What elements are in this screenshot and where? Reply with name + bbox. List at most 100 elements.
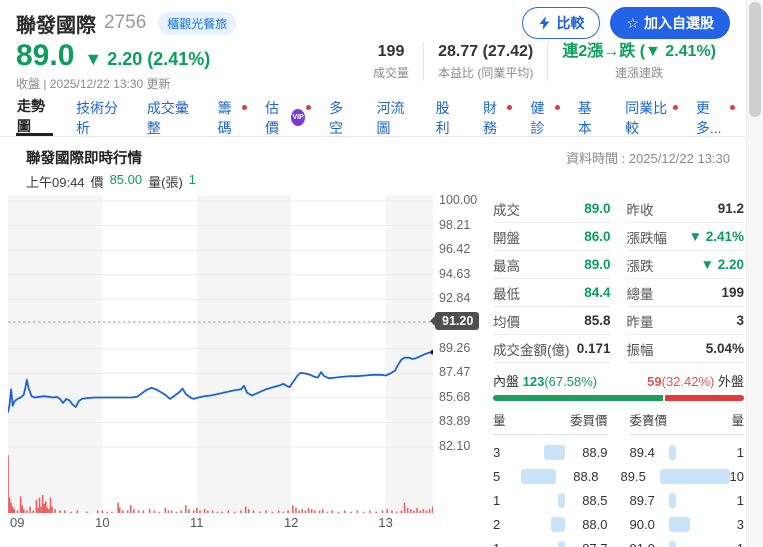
price-chart xyxy=(7,195,436,513)
quote-value: 5.04% xyxy=(705,341,744,356)
bid-cell[interactable]: 1 88.5 xyxy=(493,492,608,508)
nav-tab-technical[interactable]: 技術分析 xyxy=(75,99,124,136)
nav-tab-label: 技術分析 xyxy=(76,99,119,136)
nav-tab-label: 籌碼 xyxy=(217,99,232,136)
stock-code: 2756 xyxy=(104,12,147,33)
bid-volume: 2 xyxy=(493,516,501,532)
nav-tab-valuation[interactable]: 估價 VIP xyxy=(264,99,312,136)
quote-label: 最高 xyxy=(493,258,520,274)
ask-cell[interactable]: 91.01 xyxy=(630,540,744,547)
ask-price: 89.4 xyxy=(629,444,655,460)
bid-depth-group: 88.5 xyxy=(557,492,608,508)
ask-depth-bar xyxy=(659,468,730,484)
stat-label: 成交量 xyxy=(373,66,410,80)
bid-price: 88.5 xyxy=(582,492,608,508)
ask-volume: 10 xyxy=(729,468,744,484)
scrollbar[interactable] xyxy=(746,0,763,547)
bid-cell[interactable]: 187.7 xyxy=(493,540,608,547)
ask-volume: 1 xyxy=(737,541,744,547)
notification-dot xyxy=(507,105,513,110)
quote-value: 85.8 xyxy=(584,313,611,328)
intraday-chart-svg xyxy=(7,195,436,513)
section-header: 聯發國際即時行情 資料時間 : 2025/12/22 13:30 xyxy=(8,147,746,168)
quote-label: 總量 xyxy=(626,286,654,302)
quote-value: ▼ 2.20 xyxy=(700,257,744,272)
header-stat-2: 連2漲→跌 (▼ 2.41%) 連漲連跌 xyxy=(547,42,730,81)
outer-bar xyxy=(664,395,744,401)
ask-price: 89.5 xyxy=(620,468,646,484)
stat-label: 連漲連跌 xyxy=(615,66,664,80)
sell-price-header: 委賣價 xyxy=(629,414,668,428)
ask-cell[interactable]: 89.4 1 xyxy=(629,444,744,460)
y-axis-label: 100.00 xyxy=(439,193,478,207)
bid-price: 88.9 xyxy=(582,444,608,460)
quote-label: 開盤 xyxy=(493,230,520,246)
prev-close-badge: 91.20 xyxy=(429,311,480,330)
bid-depth-group: 88.8 xyxy=(520,468,599,484)
y-axis-label: 83.89 xyxy=(439,414,471,429)
nav-tab-peers[interactable]: 同業比較 xyxy=(624,99,678,136)
x-axis: 09 10 11 12 13 xyxy=(8,515,433,531)
bid-cell[interactable]: 3 88.9 xyxy=(493,444,608,460)
quote-row: 最高 89.0 xyxy=(493,251,611,279)
nav-tab-longshort[interactable]: 多空 xyxy=(328,99,353,136)
y-axis: 100.00 98.21 96.42 94.63 92.84 89.26 87.47 85.6… xyxy=(429,193,493,513)
sector-badge[interactable]: 櫃觀光餐旅 xyxy=(158,11,237,35)
nav-tab-label: 股利 xyxy=(435,99,450,136)
nav-tab-basic[interactable]: 基本 xyxy=(577,99,602,136)
nav-tab-more[interactable]: 更多... xyxy=(695,99,736,136)
quote-label: 漲跌 xyxy=(626,258,654,274)
data-timestamp: 資料時間 : 2025/12/22 13:30 xyxy=(565,151,730,166)
order-book: 內盤 123 (67.58%) 59(32.42%) 外盤 xyxy=(493,371,744,547)
quote-label: 昨量 xyxy=(626,314,654,330)
add-watchlist-button[interactable]: ☆ 加入自選股 xyxy=(610,7,730,39)
tick-readout: 上午09:44 價 85.00 量(張) 1 xyxy=(8,168,746,193)
stock-name: 聯發國際 xyxy=(16,14,96,37)
x-axis-label: 12 xyxy=(283,515,299,530)
nav-tab-dividend[interactable]: 股利 xyxy=(435,99,460,136)
ask-volume: 1 xyxy=(736,444,744,460)
quote-row: 均價 85.8 xyxy=(493,307,611,335)
quote-row: 昨收 91.2 xyxy=(626,195,744,223)
quote-row: 漲跌 ▼ 2.20 xyxy=(626,251,744,279)
ask-cell[interactable]: 89.7 1 xyxy=(629,492,744,508)
bid-price: 88.8 xyxy=(573,468,599,484)
nav-tab-label: 河流圖 xyxy=(376,99,405,136)
ask-cell[interactable]: 89.5 10 xyxy=(620,468,744,484)
ask-price: 89.7 xyxy=(629,492,655,508)
order-book-row: 1 88.5 89.7 1 xyxy=(493,488,744,512)
nav-tab-checkup[interactable]: 健診 xyxy=(529,99,560,136)
compare-button-label: 比較 xyxy=(556,15,585,31)
y-axis-label: 89.26 xyxy=(439,340,471,355)
ask-price: 90.0 xyxy=(629,516,655,532)
compare-icon xyxy=(538,16,551,30)
quote-value: 199 xyxy=(721,285,744,300)
price-block: 89.0 ▼ 2.20 (2.41%) 收盤 | 2025/12/22 13:3… xyxy=(16,40,210,92)
quote-value: 89.0 xyxy=(584,257,611,272)
bid-depth-group: 87.7 xyxy=(557,540,608,547)
bid-cell[interactable]: 5 88.8 xyxy=(493,468,599,484)
ask-cell[interactable]: 90.0 3 xyxy=(629,516,744,532)
quote-panel: 成交 89.0 昨收 91.2 開盤 86.0 漲跌幅 ▼ 2.41% 最高 89.0 漲跌 ▼ 2.… xyxy=(493,195,746,547)
quote-value: 84.4 xyxy=(584,285,611,300)
notification-dot xyxy=(730,105,736,110)
nav-tab-label: 走勢圖 xyxy=(17,98,45,134)
nav-tab-river[interactable]: 河流圖 xyxy=(375,99,412,136)
quote-label: 昨收 xyxy=(626,202,654,218)
y-axis-label: 94.63 xyxy=(439,266,471,281)
outer-pct: (32.42%) xyxy=(661,374,715,389)
bid-cell[interactable]: 2 88.0 xyxy=(493,516,608,532)
nav-tab-summary[interactable]: 成交彙整 xyxy=(146,99,195,136)
nav-tab-financials[interactable]: 財務 xyxy=(482,99,513,136)
bid-depth-bar xyxy=(557,492,565,508)
ask-depth-bar xyxy=(668,492,676,508)
scrollbar-thumb[interactable] xyxy=(749,2,761,117)
nav-tab-chips[interactable]: 籌碼 xyxy=(217,99,247,136)
bid-depth-bar xyxy=(557,540,565,547)
compare-button[interactable]: 比較 xyxy=(522,7,601,39)
nav-tab-trend[interactable]: 走勢圖 xyxy=(16,98,54,136)
sell-vol-header: 量 xyxy=(731,414,744,428)
